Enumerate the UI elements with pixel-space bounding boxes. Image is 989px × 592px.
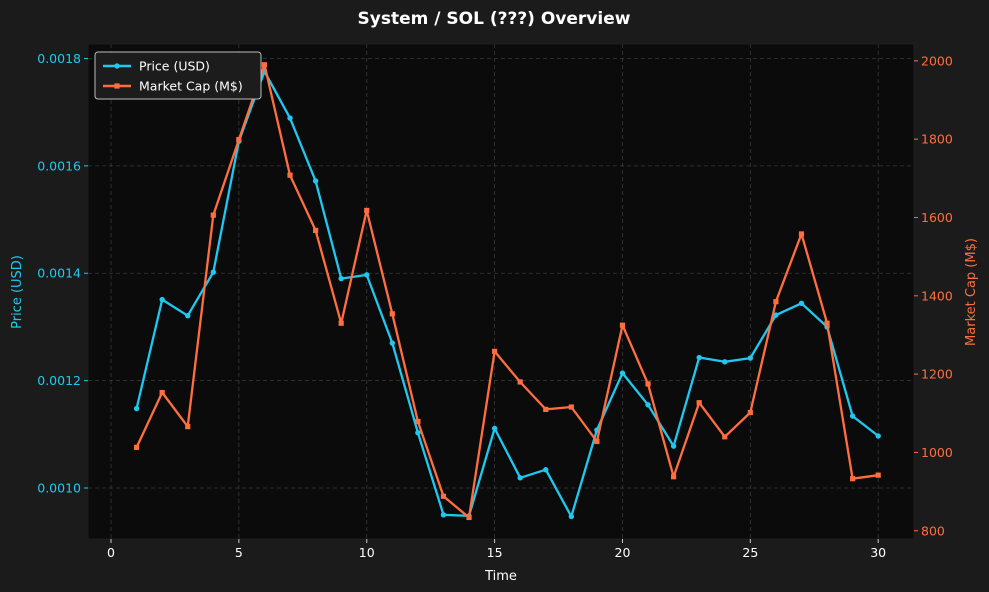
price-point <box>722 359 728 365</box>
market-cap-point <box>338 320 344 326</box>
price-point <box>798 300 805 307</box>
market-cap-point <box>312 227 319 234</box>
market-cap-point <box>747 409 753 416</box>
x-tick-label: 20 <box>615 545 631 560</box>
x-tick-label: 5 <box>235 545 243 560</box>
y-right-tick-label: 2000 <box>921 53 953 68</box>
market-cap-point <box>364 207 370 214</box>
x-tick-label: 10 <box>359 545 375 560</box>
y-left-tick-label: 0.0014 <box>37 266 81 281</box>
x-tick-label: 0 <box>107 545 115 560</box>
market-cap-point <box>619 322 626 328</box>
market-cap-point <box>798 231 805 237</box>
legend-marketcap-label: Market Cap (M$) <box>139 79 243 94</box>
y-left-tick-label: 0.0012 <box>37 373 81 388</box>
x-axis-label: Time <box>484 569 517 584</box>
legend-box <box>94 51 262 100</box>
price-point <box>159 296 165 303</box>
price-point <box>312 178 319 184</box>
price-point <box>543 467 549 473</box>
price-point <box>568 513 575 520</box>
x-tick-label: 15 <box>487 545 503 560</box>
price-point <box>287 115 293 121</box>
y-axis-left-label: Price (USD) <box>10 255 25 329</box>
market-cap-point <box>415 418 421 425</box>
price-point <box>133 405 140 412</box>
plot-frame <box>87 43 915 540</box>
price-point <box>517 475 523 481</box>
market-cap-point <box>133 444 140 450</box>
market-cap-point <box>671 474 677 480</box>
market-cap-point <box>594 438 600 445</box>
x-axis: 0 5 10 15 20 25 30 <box>107 539 886 560</box>
y-right-tick-label: 800 <box>921 523 945 538</box>
price-point <box>389 340 396 346</box>
market-cap-point <box>159 389 165 396</box>
price-point <box>364 272 370 278</box>
price-point <box>773 312 779 318</box>
price-point <box>696 354 702 361</box>
y-right-tick-label: 1600 <box>921 210 953 225</box>
market-cap-point <box>824 320 830 326</box>
legend: Price (USD) Market Cap (M$) <box>94 51 262 100</box>
price-point <box>185 312 191 319</box>
market-cap-point <box>543 406 549 412</box>
x-tick-label: 25 <box>742 545 758 560</box>
y-axis-right-label: Market Cap (M$) <box>964 238 979 346</box>
market-cap-point <box>261 62 268 68</box>
price-point <box>645 402 651 408</box>
legend-price-marker <box>114 63 120 69</box>
price-point <box>747 355 754 361</box>
price-point <box>491 425 498 432</box>
x-tick-label: 30 <box>870 545 886 560</box>
y-axis-right: 800 1000 1200 1400 1600 1800 2000 <box>914 53 953 538</box>
y-left-tick-label: 0.0016 <box>37 158 81 173</box>
market-cap-point <box>185 424 191 430</box>
y-axis-left: 0.0010 0.0012 0.0014 0.0016 0.0018 <box>37 51 88 495</box>
market-cap-point <box>389 311 395 317</box>
market-cap-point <box>850 476 856 482</box>
price-point <box>210 269 217 275</box>
price-point <box>619 370 626 376</box>
market-cap-point <box>696 400 702 406</box>
market-cap-point <box>568 404 574 410</box>
y-right-tick-label: 1400 <box>921 288 953 303</box>
y-right-tick-label: 1000 <box>921 445 953 460</box>
chart-title: System / SOL (???) Overview <box>358 9 631 29</box>
market-cap-point <box>645 381 651 387</box>
price-point <box>440 512 447 518</box>
legend-price-label: Price (USD) <box>139 59 210 74</box>
market-cap-point <box>210 212 216 218</box>
market-cap-point <box>875 472 881 478</box>
market-cap-point <box>773 299 779 305</box>
y-right-tick-label: 1200 <box>921 367 953 382</box>
y-left-tick-label: 0.0010 <box>37 480 81 495</box>
market-cap-point <box>517 379 523 385</box>
y-right-tick-label: 1800 <box>921 132 953 147</box>
legend-marketcap-marker <box>114 83 120 89</box>
market-cap-point <box>466 514 472 521</box>
price-point <box>338 275 344 282</box>
market-cap-point <box>287 172 293 178</box>
market-cap-point <box>440 493 447 499</box>
y-left-tick-label: 0.0018 <box>37 51 81 66</box>
grid <box>88 44 914 539</box>
market-cap-point <box>236 136 242 143</box>
price-point <box>849 413 856 419</box>
price-point <box>415 429 421 436</box>
market-cap-point <box>722 434 728 440</box>
market-cap-point <box>492 348 498 355</box>
price-point <box>875 433 881 439</box>
price-point <box>670 443 677 449</box>
plot-area <box>88 44 914 539</box>
